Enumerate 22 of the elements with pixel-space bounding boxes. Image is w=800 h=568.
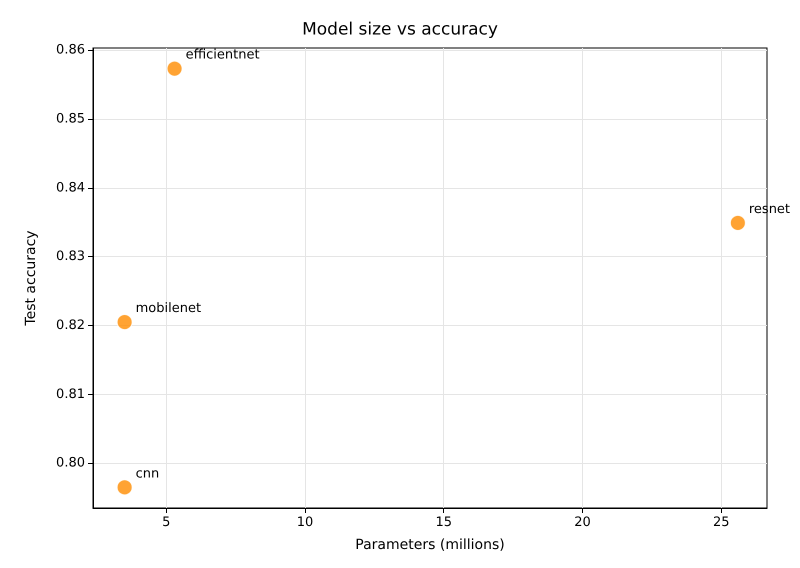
point	[730, 214, 746, 231]
point	[116, 479, 133, 496]
x-tick-label: 25	[712, 515, 730, 530]
y-tick-label: 0.80	[56, 456, 85, 471]
x-tick-label: 15	[435, 515, 452, 530]
point	[166, 60, 183, 77]
y-tick-label: 0.82	[56, 318, 85, 334]
chart-title: Model size vs accuracy	[302, 20, 498, 40]
x-axis-title: Parameters (millions)	[355, 537, 505, 553]
annotation: mobilenet	[136, 301, 202, 316]
x-tick-label: 10	[296, 515, 314, 530]
annotation: cnn	[136, 466, 160, 482]
x-tick-label: 20	[574, 515, 591, 530]
y-tick-label: 0.81	[56, 386, 85, 402]
point	[116, 314, 133, 330]
y-tick-label: 0.86	[56, 42, 85, 58]
y-tick-label: 0.84	[56, 180, 85, 196]
x-tick-label: 5	[162, 515, 170, 530]
y-axis-title: Test accuracy	[23, 230, 39, 327]
y-tick-label: 0.83	[56, 249, 85, 264]
annotation: efficientnet	[186, 48, 260, 63]
y-tick-label: 0.85	[56, 111, 85, 126]
